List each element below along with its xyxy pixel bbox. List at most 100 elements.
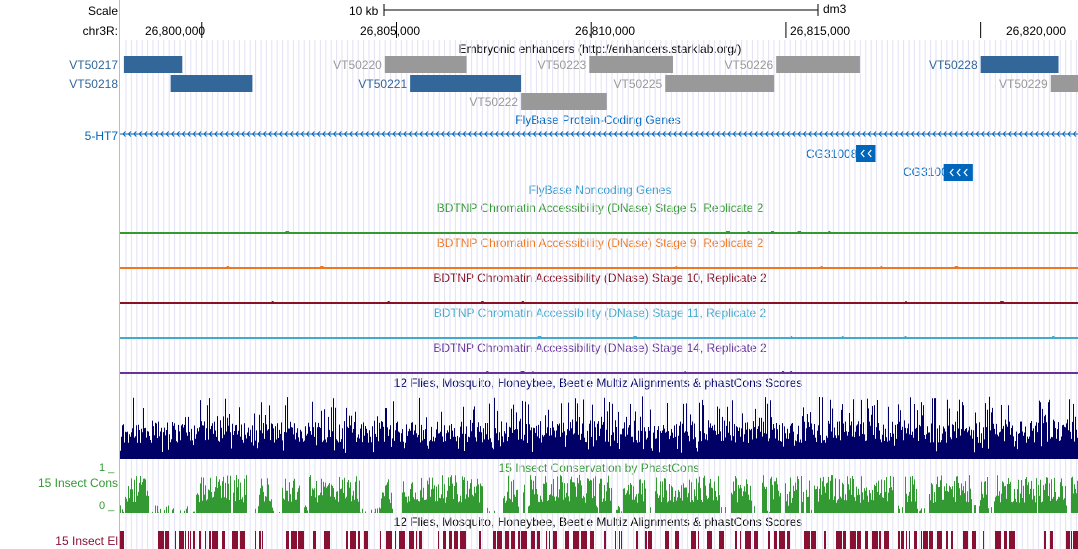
conserved-element [923, 531, 928, 549]
strand-arrow [592, 131, 596, 137]
conserved-element [929, 531, 933, 549]
dnase-signal-peak [532, 371, 534, 372]
strand-arrow [462, 131, 467, 137]
strand-arrow [1061, 131, 1066, 137]
strand-arrow [311, 131, 315, 137]
strand-arrow [354, 131, 359, 137]
track-label-enhancer-row2[interactable]: VT50218 [69, 77, 118, 91]
elements-track-label[interactable]: 15 Insect El [55, 534, 118, 548]
dnase-signal-peak [1052, 336, 1055, 337]
strand-arrow [1045, 131, 1050, 137]
strand-arrow [122, 131, 126, 137]
conserved-element [1071, 531, 1072, 549]
conserved-element [449, 531, 452, 549]
strand-arrow [860, 149, 865, 158]
conserved-element [754, 531, 758, 549]
strand-arrow [727, 131, 731, 137]
conserved-element [395, 531, 396, 549]
strand-arrow [127, 131, 132, 137]
strand-arrow [268, 131, 272, 137]
conserved-element [324, 531, 330, 549]
cons-track-title: 15 Insect Conservation by PhastCons [498, 461, 700, 475]
enhancer-track[interactable]: VT50220 VT50221 VT50222 VT50223 VT50225 VT502… [123, 56, 1078, 110]
multiz-wiggle[interactable] [120, 396, 1078, 459]
strand-arrow [629, 131, 634, 137]
strand-arrow [154, 131, 159, 137]
conserved-elements[interactable] [120, 531, 1078, 549]
coding-gene-track[interactable] [120, 131, 1078, 182]
label-separator [119, 0, 120, 549]
dnase-signal-peak [797, 231, 802, 232]
dnase-signal-peak [904, 336, 907, 337]
conserved-element [1004, 531, 1007, 549]
strand-arrow [332, 131, 337, 137]
multiz-score-bars [120, 396, 1078, 459]
strand-arrow [878, 131, 882, 137]
cons-tick-low: 0 _ [99, 500, 115, 512]
strand-arrow [511, 131, 515, 137]
strand-arrow [997, 131, 1001, 137]
strand-arrow [656, 131, 661, 137]
position-label-4: 26,820,000 [1006, 24, 1067, 38]
strand-arrow [397, 131, 402, 137]
conserved-element [836, 531, 842, 549]
conserved-element [1066, 531, 1070, 549]
conserved-element [719, 531, 724, 549]
strand-arrow [203, 131, 207, 137]
strand-arrow [300, 131, 305, 137]
strand-arrow [165, 131, 170, 137]
conserved-element [190, 531, 191, 549]
conserved-element [865, 531, 868, 549]
multiz-track-title: 12 Flies, Mosquito, Honeybee, Beetle Mul… [393, 376, 803, 390]
dnase-signal-peak [725, 231, 730, 232]
strand-arrow [948, 131, 953, 137]
strand-arrow [575, 131, 580, 137]
conserved-element [621, 531, 622, 549]
conserved-element [505, 531, 509, 549]
dnase-signal-peak [880, 266, 883, 267]
conserved-element [493, 531, 496, 549]
dnase-signal-peak [486, 371, 489, 372]
dnase-signal-peak [770, 231, 774, 232]
dnase-signal-peak [285, 231, 290, 232]
enhancer-block [1050, 75, 1078, 92]
conserved-element [983, 531, 984, 549]
conserved-element [399, 531, 405, 549]
conserved-element [185, 531, 186, 549]
conserved-element [857, 531, 861, 549]
conserved-element [768, 531, 770, 549]
conserved-element [188, 531, 189, 549]
gene-label-5ht7[interactable]: 5-HT7 [84, 129, 118, 143]
dnase-signal-peak [320, 266, 324, 267]
conserved-element [158, 531, 164, 549]
conservation-wiggle[interactable] [120, 475, 1078, 513]
strand-arrow [262, 131, 267, 137]
strand-arrow [797, 131, 801, 137]
conserved-element [787, 531, 790, 549]
strand-arrow [208, 131, 213, 137]
strand-arrow [273, 131, 278, 137]
conserved-element [165, 531, 169, 549]
conserved-element [675, 531, 679, 549]
dnase-tracks[interactable] [120, 231, 1078, 374]
strand-arrow [894, 131, 899, 137]
strand-arrow [467, 131, 472, 137]
dnase-signal-peak [790, 336, 793, 337]
strand-arrow [651, 131, 656, 137]
strand-arrow [748, 131, 753, 137]
conserved-element [521, 531, 527, 549]
strand-arrow [1002, 131, 1007, 137]
conserved-element [995, 531, 1001, 549]
cons-track-label[interactable]: 15 Insect Cons [37, 476, 118, 490]
track-label-enhancer-row1[interactable]: VT50217 [69, 58, 118, 72]
strand-arrow [932, 131, 936, 137]
strand-arrow [786, 131, 791, 137]
conserved-element [972, 531, 976, 549]
enhancer-block [589, 56, 673, 73]
dnase-signal-peak [1000, 301, 1004, 302]
strand-arrow [381, 131, 386, 137]
dnase-stage5-title: BDTNP Chromatin Accessibility (DNase) St… [436, 201, 764, 215]
conserved-element [546, 531, 547, 549]
conserved-element [549, 531, 550, 549]
